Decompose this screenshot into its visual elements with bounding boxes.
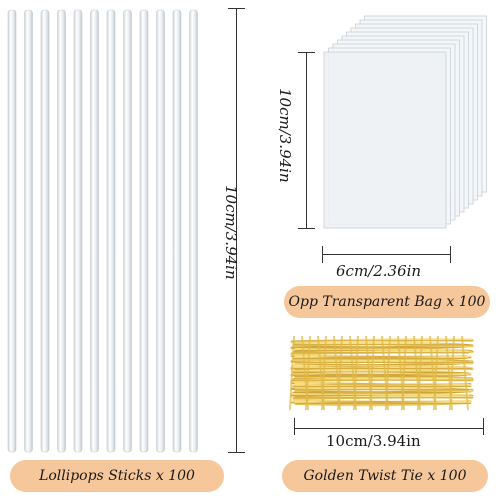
lollipop-stick (106, 9, 116, 453)
lollipop-stick (57, 9, 66, 453)
lollipop-stick (172, 9, 182, 453)
stick-dimension-cap-bottom (228, 452, 245, 453)
twist-tie (292, 384, 472, 389)
twist-tie (401, 335, 407, 411)
golden-twist-ties-image (284, 330, 484, 420)
bag-width-label: 6cm/2.36in (336, 262, 422, 280)
twist-tie (294, 373, 468, 380)
twist-tie (385, 335, 391, 411)
bag-width-line (322, 254, 450, 255)
lollipop-stick (123, 9, 132, 453)
bag-height-line (306, 52, 307, 228)
twist-tie (449, 335, 455, 411)
lollipop-stick (73, 9, 83, 453)
lollipop-stick (189, 9, 198, 453)
lollipop-stick (24, 9, 33, 453)
stick-dimension-line (236, 8, 237, 452)
sticks-badge: Lollipops Sticks x 100 (10, 460, 224, 492)
lollipop-stick (7, 9, 17, 453)
bag-height-cap-top (298, 52, 315, 53)
tie-length-cap-right (483, 418, 484, 435)
twist-ties-illustration (289, 335, 474, 411)
twist-tie (292, 356, 468, 362)
lollipop-stick (139, 9, 149, 453)
lollipop-stick (40, 9, 50, 453)
twist-tie (353, 335, 359, 411)
bag-width-cap-left (322, 246, 323, 263)
bag-height-label: 10cm/3.94in (276, 88, 294, 183)
twist-tie (294, 401, 472, 407)
lollipop-sticks-image (0, 0, 210, 460)
twist-tie (290, 377, 474, 383)
twist-tie (433, 335, 439, 411)
bag-height-cap-bottom (298, 228, 315, 229)
lollipop-stick (156, 9, 165, 453)
bag-width-cap-right (450, 246, 451, 263)
ties-badge: Golden Twist Tie x 100 (282, 460, 488, 492)
twist-tie (417, 335, 423, 411)
opp-bag (323, 51, 447, 229)
twist-tie (292, 395, 474, 401)
lollipop-stick (90, 9, 99, 453)
sticks-illustration (7, 9, 198, 453)
tie-length-cap-left (294, 418, 295, 435)
stick-dimension-cap-top (228, 8, 245, 9)
opp-bags-image (300, 8, 500, 238)
twist-tie (292, 369, 470, 376)
twist-tie (290, 366, 472, 371)
twist-tie (294, 387, 470, 393)
stick-length-label: 10cm/3.94in (222, 185, 240, 280)
tie-length-label: 10cm/3.94in (326, 432, 421, 450)
twist-tie (461, 335, 469, 411)
twist-tie (337, 335, 343, 411)
twist-tie (321, 335, 327, 411)
twist-tie (289, 335, 295, 411)
bags-illustration (323, 15, 487, 229)
twist-tie (292, 389, 472, 396)
twist-tie (305, 335, 311, 411)
twist-tie (369, 335, 375, 411)
bag-badge: Opp Transparent Bag x 100 (284, 286, 490, 318)
tie-length-line (294, 428, 484, 429)
